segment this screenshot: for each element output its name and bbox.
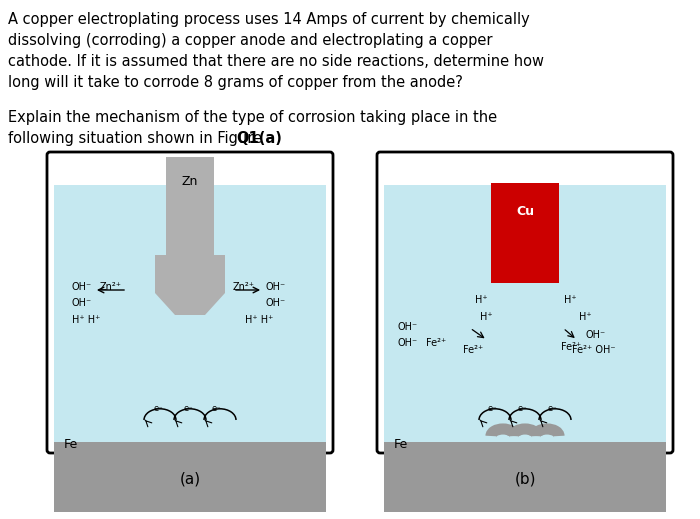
Text: Q1(a): Q1(a): [237, 131, 283, 146]
Bar: [166, 157, 214, 255]
Text: e⁻: e⁻: [487, 404, 496, 413]
Bar: [384, 185, 666, 442]
Text: Zn: Zn: [182, 175, 198, 188]
FancyBboxPatch shape: [47, 152, 333, 453]
Bar: [54, 185, 326, 442]
Text: following situation shown in Figure: following situation shown in Figure: [8, 131, 267, 146]
Bar: [54, 442, 326, 512]
Text: OH⁻: OH⁻: [586, 330, 606, 340]
Text: H⁺: H⁺: [480, 312, 493, 322]
Text: dissolving (corroding) a copper anode and electroplating a copper: dissolving (corroding) a copper anode an…: [8, 33, 493, 48]
Text: H⁺: H⁺: [564, 295, 577, 305]
Text: e⁻: e⁻: [183, 404, 193, 413]
FancyBboxPatch shape: [377, 152, 673, 453]
Bar: [491, 183, 559, 283]
Text: Explain the mechanism of the type of corrosion taking place in the: Explain the mechanism of the type of cor…: [8, 110, 497, 125]
Text: H⁺: H⁺: [475, 295, 488, 305]
Text: OH⁻: OH⁻: [265, 298, 285, 308]
Text: e⁻: e⁻: [212, 404, 222, 413]
Bar: [384, 442, 666, 512]
Text: OH⁻: OH⁻: [72, 282, 92, 292]
Text: Fe: Fe: [64, 438, 78, 451]
Text: cathode. If it is assumed that there are no side reactions, determine how: cathode. If it is assumed that there are…: [8, 54, 544, 69]
Text: (a): (a): [179, 472, 201, 487]
Text: (b): (b): [514, 472, 536, 487]
Bar: [155, 255, 225, 293]
Text: Fe²⁺: Fe²⁺: [463, 345, 483, 355]
Text: e⁻: e⁻: [547, 404, 556, 413]
Text: OH⁻: OH⁻: [265, 282, 285, 292]
Text: OH⁻: OH⁻: [72, 298, 92, 308]
Text: Zn²⁺: Zn²⁺: [233, 282, 255, 292]
Text: long will it take to corrode 8 grams of copper from the anode?: long will it take to corrode 8 grams of …: [8, 75, 463, 90]
Polygon shape: [155, 293, 225, 315]
Text: Zn²⁺: Zn²⁺: [100, 282, 122, 292]
Text: Fe²⁺ OH⁻: Fe²⁺ OH⁻: [572, 345, 615, 355]
Text: OH⁻: OH⁻: [398, 338, 418, 348]
Text: Fe²⁺: Fe²⁺: [561, 342, 581, 352]
Text: A copper electroplating process uses 14 Amps of current by chemically: A copper electroplating process uses 14 …: [8, 12, 530, 27]
Text: OH⁻: OH⁻: [398, 322, 418, 332]
Text: Cu: Cu: [516, 205, 534, 218]
Text: Fe: Fe: [394, 438, 408, 451]
Text: Fe²⁺: Fe²⁺: [426, 338, 447, 348]
Text: H⁺: H⁺: [579, 312, 592, 322]
Text: e⁻: e⁻: [517, 404, 526, 413]
Text: H⁺ H⁺: H⁺ H⁺: [245, 315, 274, 325]
Text: e⁻: e⁻: [153, 404, 162, 413]
Text: H⁺ H⁺: H⁺ H⁺: [72, 315, 100, 325]
